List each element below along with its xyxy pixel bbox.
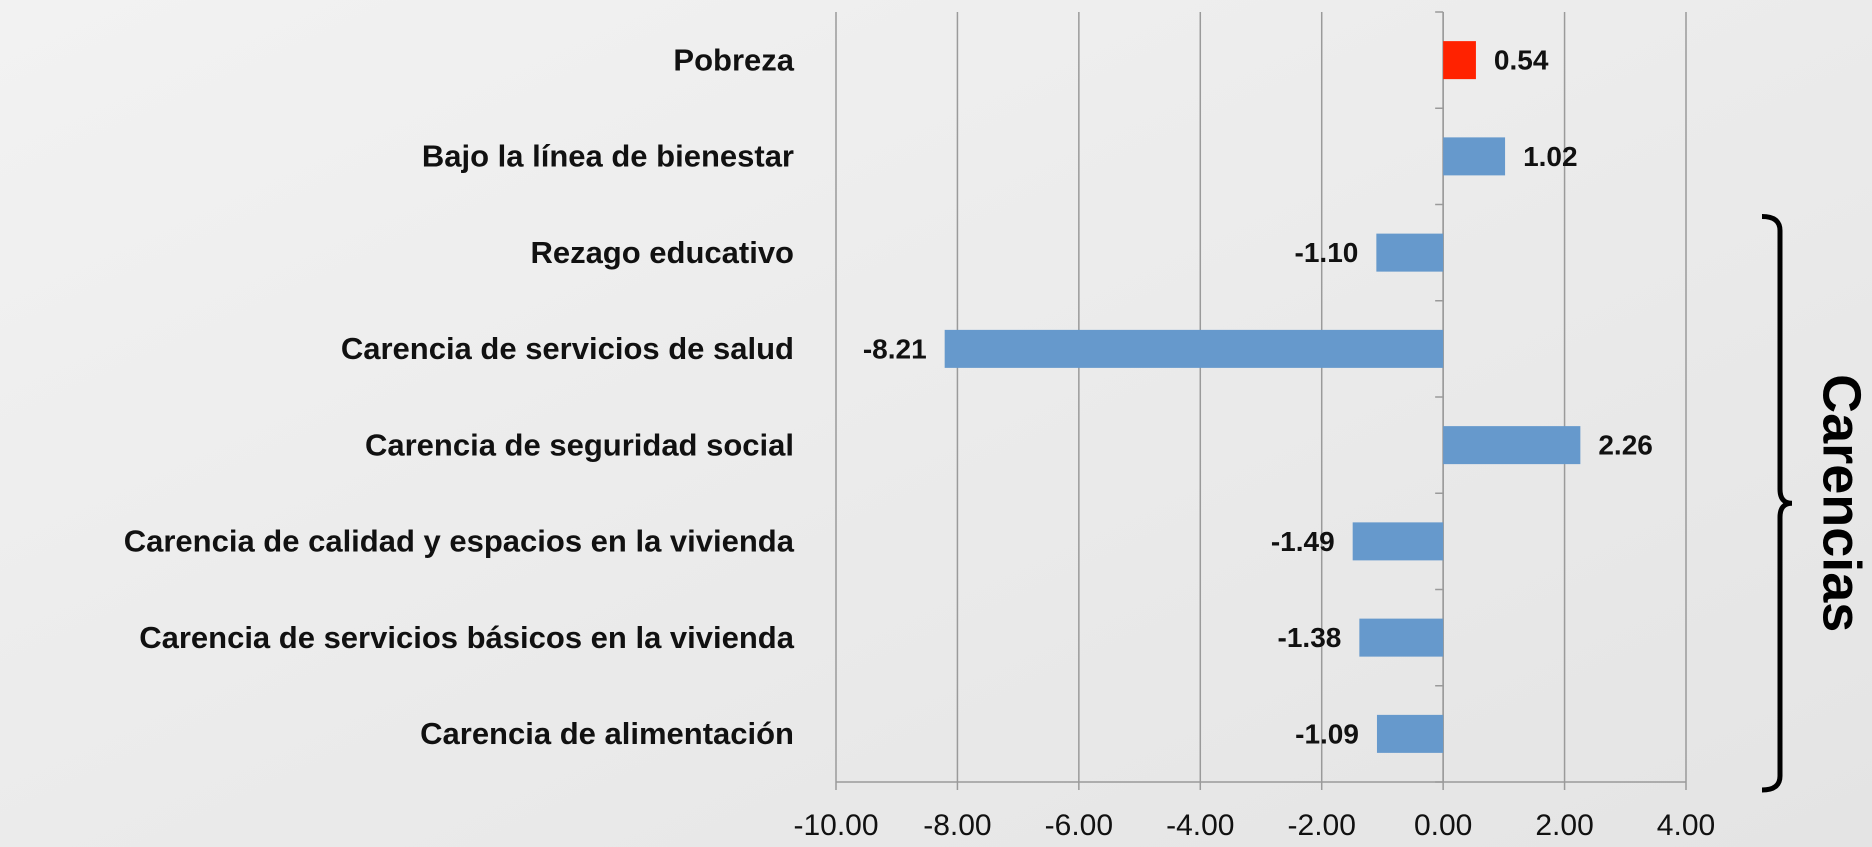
data-label: -1.10: [1295, 237, 1359, 268]
x-tick-label: -4.00: [1166, 809, 1234, 842]
bar: [1443, 41, 1476, 80]
data-label: -8.21: [863, 333, 927, 364]
y-tick-label: Carencia de seguridad social: [365, 427, 794, 462]
x-tick-label: -8.00: [923, 809, 991, 842]
bar: [1376, 714, 1444, 753]
x-tick-label: 0.00: [1414, 809, 1472, 842]
data-label: -1.38: [1278, 622, 1342, 653]
bar: [1376, 233, 1444, 272]
y-tick-label: Carencia de alimentación: [420, 716, 794, 751]
data-label: 0.54: [1494, 45, 1549, 76]
bar: [1443, 137, 1506, 176]
bar: [944, 329, 1444, 368]
bar: [1359, 618, 1444, 657]
y-tick-label: Carencia de servicios básicos en la vivi…: [139, 620, 795, 655]
x-tick-label: -10.00: [793, 809, 878, 842]
data-label: 2.26: [1598, 430, 1653, 461]
y-tick-label: Carencia de calidad y espacios en la viv…: [124, 524, 795, 559]
x-tick-label: 2.00: [1535, 809, 1593, 842]
y-tick-label: Carencia de servicios de salud: [341, 331, 794, 366]
y-tick-label: Rezago educativo: [530, 235, 794, 270]
y-tick-label: Bajo la línea de bienestar: [422, 139, 794, 174]
data-label: -1.49: [1271, 526, 1335, 557]
x-tick-label: 4.00: [1657, 809, 1715, 842]
x-tick-label: -2.00: [1288, 809, 1356, 842]
brace: [1761, 214, 1793, 793]
data-label: 1.02: [1523, 141, 1578, 172]
bar: [1352, 522, 1444, 561]
data-label: -1.09: [1295, 718, 1359, 749]
bar: [1443, 426, 1581, 465]
x-tick-label: -6.00: [1045, 809, 1113, 842]
y-tick-label: Pobreza: [673, 42, 794, 77]
annotation: Carencias: [1812, 374, 1872, 632]
